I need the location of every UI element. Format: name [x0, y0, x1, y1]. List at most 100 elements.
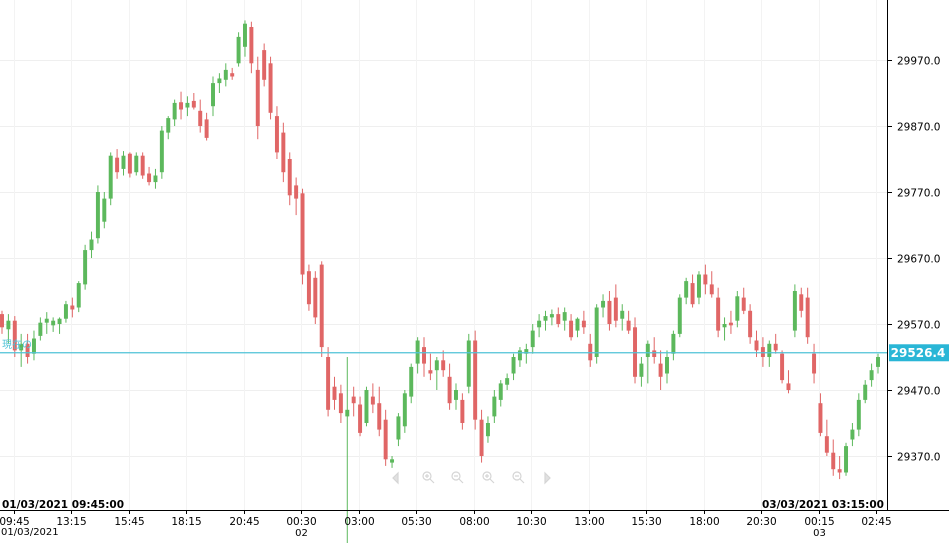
- candle: [773, 333, 778, 354]
- candle-body: [172, 102, 177, 120]
- zoom-in-2-icon[interactable]: [482, 471, 495, 484]
- candle: [575, 317, 580, 338]
- candle-body: [492, 396, 497, 417]
- candle: [179, 91, 184, 120]
- candle: [543, 310, 548, 331]
- candle-body: [31, 338, 36, 354]
- candle: [19, 333, 24, 367]
- candle: [633, 317, 638, 384]
- candle: [786, 370, 791, 394]
- candle-body: [754, 340, 759, 351]
- candle-body: [89, 239, 94, 251]
- candle: [242, 20, 247, 57]
- candle: [121, 151, 126, 176]
- candle-body: [812, 353, 817, 374]
- candle-body: [274, 116, 279, 153]
- x-sub-label: 03: [813, 528, 826, 539]
- zoom-out-2-icon[interactable]: [512, 471, 525, 484]
- y-tick-label: 29670.0: [897, 254, 940, 266]
- scroll-left-icon[interactable]: [392, 471, 399, 485]
- candle-body: [760, 347, 765, 357]
- candle-body: [728, 322, 733, 326]
- candle: [517, 347, 522, 367]
- candle-body: [249, 27, 254, 64]
- candle: [6, 314, 11, 344]
- zoom-in-icon[interactable]: [422, 471, 435, 484]
- navigation-controls[interactable]: [392, 471, 551, 485]
- candle-body: [51, 320, 56, 326]
- candle: [716, 287, 721, 338]
- candle-body: [537, 320, 542, 328]
- candle: [665, 350, 669, 384]
- x-tick-label: 00:30: [286, 516, 316, 528]
- candle-body: [76, 283, 81, 308]
- candle-body: [185, 102, 190, 108]
- candle-body: [147, 173, 152, 183]
- candle: [844, 442, 849, 476]
- candle: [869, 363, 874, 387]
- candle-body: [633, 327, 638, 377]
- current-line-label: 現在の: [2, 339, 32, 351]
- candle: [185, 96, 190, 117]
- candle-body: [530, 330, 535, 348]
- candle: [364, 386, 369, 427]
- candle-body: [652, 350, 657, 357]
- candle: [473, 330, 478, 430]
- candle-body: [549, 314, 554, 318]
- candle-body: [25, 343, 30, 357]
- candle: [147, 166, 152, 186]
- scroll-right-icon[interactable]: [544, 471, 551, 485]
- candle-body: [102, 198, 107, 222]
- candle: [38, 317, 43, 341]
- candle-body: [460, 399, 465, 423]
- candle: [230, 67, 235, 80]
- candle-body: [837, 469, 842, 473]
- candle-body: [402, 393, 407, 427]
- candle: [268, 56, 273, 120]
- y-tick-label: 29370.0: [897, 452, 940, 464]
- candle-body: [863, 384, 868, 400]
- x-tick-label: 18:15: [171, 516, 201, 528]
- candle-body: [415, 340, 420, 364]
- candle-body: [370, 396, 375, 405]
- candle-body: [677, 297, 682, 334]
- candle: [696, 271, 701, 305]
- candle-body: [287, 159, 292, 196]
- candle: [166, 116, 171, 140]
- candle: [274, 106, 279, 159]
- candle: [850, 423, 855, 447]
- candle-body: [153, 175, 158, 183]
- candle: [466, 333, 471, 394]
- candle-body: [601, 300, 606, 308]
- candle: [658, 350, 663, 390]
- candle: [601, 294, 606, 318]
- candle-body: [575, 318, 580, 331]
- candle-body: [300, 193, 305, 275]
- candle-body: [620, 310, 625, 319]
- candle: [140, 152, 145, 179]
- candle: [89, 231, 94, 258]
- candle: [313, 271, 318, 324]
- zoom-out-icon[interactable]: [451, 471, 464, 484]
- candle: [370, 383, 375, 414]
- candle: [537, 314, 542, 338]
- candle-body: [434, 360, 439, 371]
- candle-body: [63, 304, 68, 319]
- candle-body: [626, 320, 631, 331]
- candle-body: [121, 155, 126, 169]
- candle: [415, 337, 420, 374]
- x-tick-label: 03:00: [344, 516, 374, 528]
- candle: [728, 310, 733, 334]
- candle-body: [792, 291, 797, 331]
- x-tick-label: 00:15: [804, 516, 834, 528]
- candle: [620, 304, 625, 331]
- candle-body: [805, 297, 810, 338]
- candle-body: [831, 452, 836, 470]
- candle: [818, 393, 823, 437]
- candle-body: [19, 343, 24, 351]
- candle-body: [108, 155, 113, 199]
- candle-body: [44, 318, 49, 323]
- candle: [0, 310, 4, 334]
- candle: [108, 152, 113, 206]
- candle: [345, 357, 350, 546]
